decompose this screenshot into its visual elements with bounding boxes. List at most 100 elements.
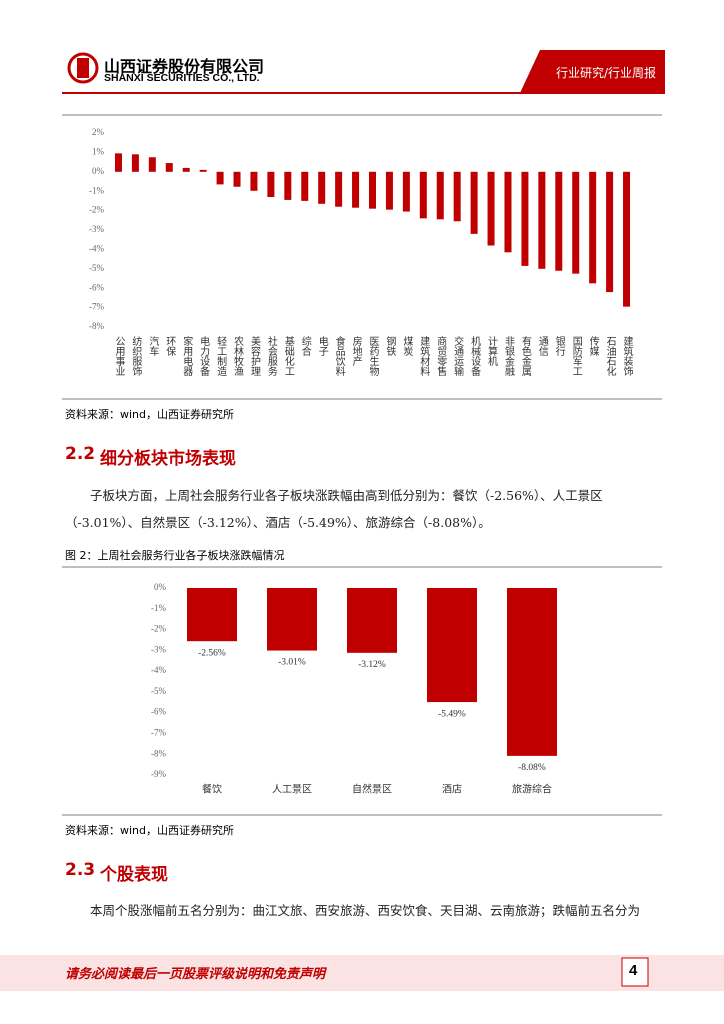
- bar: [419, 171, 427, 219]
- y-tick-label: -5%: [151, 686, 166, 696]
- bar: [521, 171, 529, 266]
- bar: [555, 171, 563, 271]
- x-tick-label: 非银金融: [502, 336, 514, 377]
- x-tick-label: 机械设备: [469, 335, 481, 377]
- x-tick-label: 家用电器: [181, 335, 193, 377]
- bar: [402, 171, 410, 212]
- company-name: 山西证券股份有限公司: [104, 57, 265, 76]
- x-tick-label: 计算机: [486, 335, 498, 367]
- bar: [487, 171, 495, 246]
- x-tick-label: 建筑装饰: [621, 335, 633, 377]
- x-tick-label: 餐饮: [202, 782, 222, 795]
- value-label: -3.01%: [278, 658, 306, 668]
- y-tick-label: -6%: [151, 707, 166, 717]
- section-title: 细分板块市场表现: [100, 449, 236, 469]
- x-tick-label: 国防军工: [570, 336, 582, 376]
- y-tick-label: -8%: [151, 748, 166, 758]
- x-tick-label: 传媒: [587, 336, 599, 357]
- bar: [114, 153, 122, 172]
- bar: [267, 171, 275, 198]
- y-tick-label: -1%: [89, 185, 104, 195]
- bar: [148, 157, 156, 172]
- y-tick-label: -7%: [151, 728, 166, 738]
- bar: [504, 171, 512, 253]
- footer-band: [0, 955, 724, 991]
- x-tick-label: 人工景区: [272, 783, 312, 795]
- x-tick-label: 食品饮料: [333, 335, 345, 377]
- x-tick-label: 基础化工: [282, 335, 294, 376]
- source-note: 资料来源：wind，山西证券研究所: [65, 824, 235, 837]
- x-tick-label: 农林牧渔: [232, 335, 244, 377]
- x-tick-label: 银行: [553, 335, 565, 357]
- x-tick-label: 房地产: [350, 335, 362, 367]
- bar: [369, 171, 376, 209]
- bar: [427, 588, 477, 703]
- bar: [347, 588, 397, 653]
- value-label: -5.49%: [438, 709, 466, 719]
- y-tick-label: -1%: [151, 603, 166, 613]
- x-tick-label: 电力设备: [198, 335, 210, 377]
- bar: [436, 171, 444, 220]
- x-tick-label: 商贸零售: [435, 335, 447, 377]
- bar: [301, 171, 309, 201]
- charts: 2% 1% 0% -1% -2% -3% -4% -5% -6% -7% -8% 公用事业 纺织服饰 汽车…: [89, 127, 633, 795]
- bar: [572, 171, 580, 274]
- y-tick-label: -5%: [89, 263, 104, 273]
- bar: [199, 169, 207, 172]
- bar: [182, 167, 190, 172]
- y-tick-label: -3%: [89, 224, 104, 234]
- bar: [453, 171, 461, 222]
- paragraph: 本周个股涨幅前五名分别为：曲江文旅、西安旅游、西安饮食、天目湖、云南旅游；跌幅前…: [90, 903, 641, 918]
- value-label: -2.56%: [198, 648, 226, 658]
- bar: [352, 171, 360, 208]
- report-category: 行业研究/行业周报: [556, 66, 657, 80]
- bar: [623, 171, 631, 307]
- bar: [385, 171, 393, 210]
- paragraph: 子板块方面，上周社会服务行业各子板块涨跌幅由高到低分别为：餐饮（-2.56%）、…: [65, 488, 603, 530]
- bar: [131, 154, 139, 172]
- bar: [470, 171, 478, 234]
- x-tick-label: 酒店: [442, 782, 462, 795]
- y-tick-label: -8%: [89, 321, 104, 331]
- source-note: 资料来源：wind，山西证券研究所: [65, 408, 235, 421]
- y-tick-label: -4%: [89, 243, 104, 253]
- x-tick-label: 有色金属: [519, 335, 531, 377]
- company-name-en: SHANXI SECURITIES CO., LTD.: [104, 72, 260, 84]
- bar: [187, 588, 237, 642]
- x-tick-label: 轻工制造: [215, 335, 227, 376]
- x-tick-label: 美容护理: [248, 335, 260, 376]
- bar: [606, 171, 614, 293]
- x-tick-label: 纺织服饰: [130, 335, 142, 377]
- bar: [267, 588, 317, 651]
- page-number: 4: [629, 962, 638, 979]
- x-tick-label: 旅游综合: [512, 782, 552, 795]
- x-tick-label: 综合: [299, 335, 311, 357]
- x-tick-label: 公用事业: [113, 336, 125, 376]
- x-tick-label: 电子: [316, 335, 328, 356]
- disclaimer: 请务必阅读最后一页股票评级说明和免责声明: [65, 967, 326, 982]
- x-tick-label: 通信: [536, 336, 548, 357]
- logo-mark: [77, 58, 89, 78]
- bar: [538, 171, 546, 269]
- bar: [216, 171, 224, 185]
- x-tick-label: 石油石化: [604, 336, 616, 376]
- y-tick-label: -7%: [89, 302, 104, 312]
- y-tick-label: -2%: [89, 205, 104, 215]
- figure-caption: 图 2：上周社会服务行业各子板块涨跌幅情况: [65, 549, 285, 562]
- y-tick-label: -4%: [151, 665, 166, 675]
- x-tick-label: 钢铁: [384, 335, 396, 357]
- y-tick-label: 0%: [92, 166, 105, 176]
- y-tick-label: -2%: [151, 624, 166, 634]
- section-number: 2.3: [65, 860, 96, 880]
- x-tick-label: 社会服务: [265, 335, 277, 377]
- x-tick-label: 汽车: [147, 335, 159, 357]
- x-tick-label: 交通运输: [452, 335, 464, 377]
- x-tick-label: 煤炭: [401, 335, 413, 357]
- x-tick-label: 医药生物: [367, 336, 379, 377]
- bar: [507, 588, 557, 756]
- y-tick-label: 1%: [92, 146, 105, 156]
- logo: [67, 52, 99, 84]
- page-box: [621, 957, 649, 987]
